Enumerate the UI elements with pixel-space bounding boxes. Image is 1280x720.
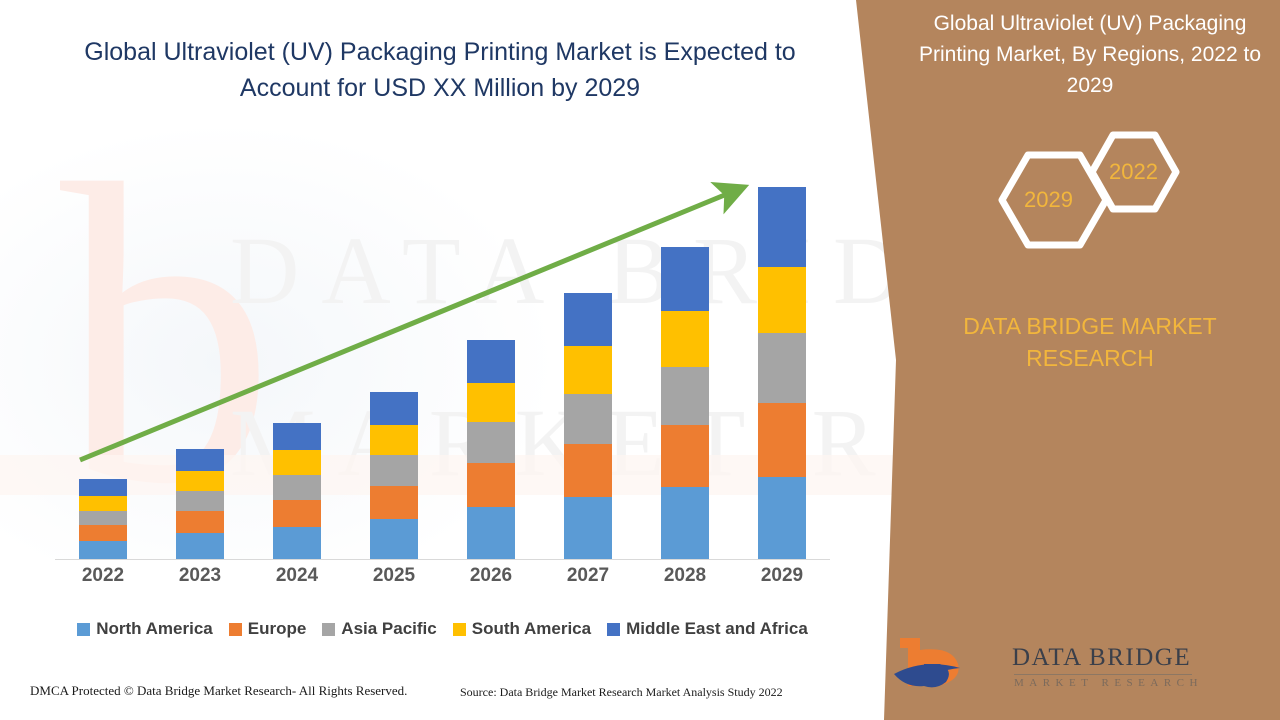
- segment-2029-south-america: [758, 267, 806, 333]
- bar-2024: [273, 423, 321, 559]
- x-label-2028: 2028: [663, 565, 707, 586]
- legend-swatch-icon: [607, 622, 621, 636]
- x-label-2029: 2029: [760, 565, 804, 586]
- legend-swatch-icon: [228, 622, 242, 636]
- bar-2023: [176, 449, 224, 559]
- legend-item-north-america[interactable]: North America: [77, 619, 213, 639]
- segment-2023-north-america: [176, 533, 224, 559]
- segment-2022-middle-east-and-africa: [79, 479, 127, 496]
- legend-item-south-america[interactable]: South America: [452, 619, 592, 639]
- segment-2026-europe: [467, 463, 515, 507]
- brand-name: DATA BRIDGE MARKET RESEARCH: [963, 313, 1217, 371]
- legend-label: Middle East and Africa: [626, 619, 808, 638]
- legend-item-asia-pacific[interactable]: Asia Pacific: [322, 619, 437, 639]
- segment-2028-south-america: [661, 311, 709, 367]
- segment-2027-south-america: [564, 346, 612, 394]
- segment-2022-asia-pacific: [79, 511, 127, 525]
- legend-label: Europe: [247, 619, 307, 638]
- segment-2029-europe: [758, 403, 806, 477]
- bar-2028: [661, 247, 709, 559]
- panel-title: Global Ultraviolet (UV) Packaging Printi…: [918, 12, 1261, 97]
- segment-2024-middle-east-and-africa: [273, 423, 321, 450]
- hexagon-2022-label: 2022: [1109, 159, 1158, 184]
- legend-item-europe[interactable]: Europe: [228, 619, 307, 639]
- x-axis-labels: 2022 2023 2024 2025 2026 2027 2028 2029: [55, 565, 830, 595]
- legend-label: Asia Pacific: [341, 619, 437, 638]
- segment-2022-north-america: [79, 541, 127, 559]
- segment-2025-europe: [370, 486, 418, 519]
- page-title: Global Ultraviolet (UV) Packaging Printi…: [84, 38, 796, 102]
- dbmr-logo-mark-icon: [894, 638, 960, 688]
- segment-2025-middle-east-and-africa: [370, 392, 418, 425]
- legend-label: South America: [471, 619, 592, 638]
- legend-swatch-icon: [452, 622, 466, 636]
- segment-2027-north-america: [564, 497, 612, 559]
- segment-2025-north-america: [370, 519, 418, 559]
- x-label-2025: 2025: [372, 565, 416, 586]
- segment-2022-south-america: [79, 496, 127, 511]
- segment-2026-north-america: [467, 507, 515, 559]
- segment-2026-middle-east-and-africa: [467, 340, 515, 383]
- segment-2025-south-america: [370, 425, 418, 455]
- bar-2022: [79, 479, 127, 559]
- bar-2027: [564, 293, 612, 559]
- legend-item-middle-east-and-africa[interactable]: Middle East and Africa: [607, 619, 808, 639]
- segment-2025-asia-pacific: [370, 455, 418, 486]
- x-label-2026: 2026: [469, 565, 513, 586]
- x-label-2023: 2023: [178, 565, 222, 586]
- x-label-2024: 2024: [275, 565, 319, 586]
- segment-2028-middle-east-and-africa: [661, 247, 709, 311]
- segment-2024-europe: [273, 500, 321, 527]
- segment-2026-south-america: [467, 383, 515, 422]
- segment-2027-middle-east-and-africa: [564, 293, 612, 346]
- segment-2022-europe: [79, 525, 127, 541]
- segment-2028-asia-pacific: [661, 367, 709, 425]
- segment-2027-asia-pacific: [564, 394, 612, 444]
- bar-2029: [758, 187, 806, 559]
- hexagon-2029-label: 2029: [1024, 187, 1073, 212]
- x-label-2022: 2022: [81, 565, 125, 586]
- segment-2024-asia-pacific: [273, 475, 321, 500]
- segment-2023-asia-pacific: [176, 491, 224, 511]
- bar-2026: [467, 340, 515, 559]
- copyright-text: DMCA Protected © Data Bridge Market Rese…: [30, 683, 408, 698]
- segment-2024-north-america: [273, 527, 321, 559]
- logo-wordmark: DATA BRIDGE: [1012, 644, 1192, 671]
- segment-2028-europe: [661, 425, 709, 487]
- legend-label: North America: [96, 619, 213, 638]
- chart-legend: North America Europe Asia Pacific South Ame…: [55, 616, 830, 642]
- segment-2029-asia-pacific: [758, 333, 806, 403]
- hexagon-badges: 2029 2022: [980, 125, 1210, 285]
- x-label-2027: 2027: [566, 565, 610, 586]
- legend-swatch-icon: [322, 622, 336, 636]
- segment-2023-middle-east-and-africa: [176, 449, 224, 471]
- dbmr-logo: DATA BRIDGE MARKET RESEARCH: [890, 630, 1197, 708]
- right-panel: [856, 0, 1280, 720]
- x-axis-line: [55, 559, 830, 560]
- segment-2023-south-america: [176, 471, 224, 491]
- right-panel-content: Global Ultraviolet (UV) Packaging Printi…: [840, 0, 1280, 720]
- segment-2028-north-america: [661, 487, 709, 559]
- source-text: Source: Data Bridge Market Research Mark…: [460, 685, 783, 699]
- segment-2026-asia-pacific: [467, 422, 515, 463]
- hexagon-2022-icon: [1088, 131, 1180, 213]
- legend-swatch-icon: [77, 622, 91, 636]
- segment-2029-north-america: [758, 477, 806, 559]
- segment-2024-south-america: [273, 450, 321, 475]
- stacked-bar-chart: [55, 150, 830, 560]
- logo-divider: [1014, 674, 1192, 675]
- segment-2029-middle-east-and-africa: [758, 187, 806, 267]
- segment-2023-europe: [176, 511, 224, 533]
- bar-2025: [370, 392, 418, 559]
- logo-tagline: MARKET RESEARCH: [1014, 677, 1203, 689]
- segment-2027-europe: [564, 444, 612, 497]
